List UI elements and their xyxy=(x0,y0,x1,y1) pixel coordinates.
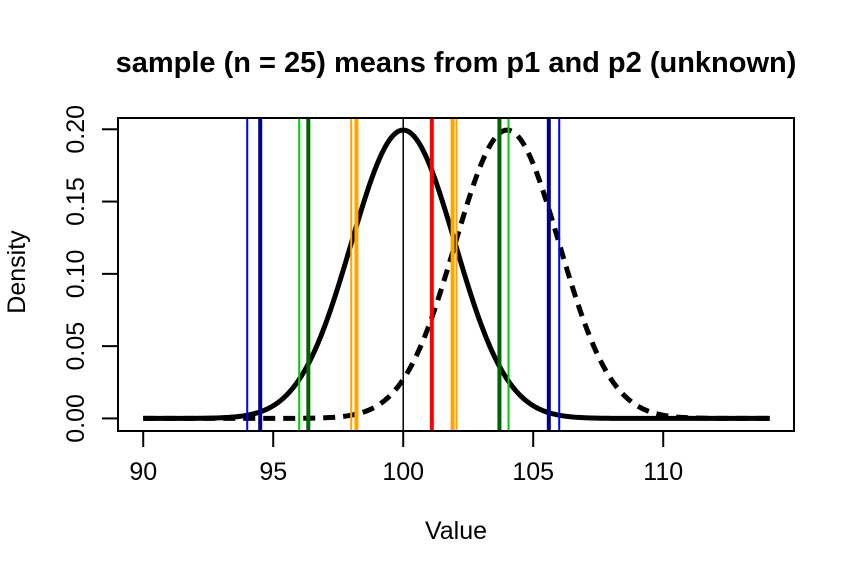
y-tick-label-0.20: 0.20 xyxy=(62,105,90,154)
y-tick-label-0.10: 0.10 xyxy=(62,250,90,299)
y-tick-label-0.05: 0.05 xyxy=(62,322,90,371)
x-axis-label: Value xyxy=(425,517,487,545)
x-tick-label-95: 95 xyxy=(259,458,287,486)
y-axis: 0.00 0.05 0.10 0.15 0.20 xyxy=(62,105,118,443)
vertical-lines-layer xyxy=(246,118,561,431)
x-tick-label-105: 105 xyxy=(512,458,554,486)
x-axis: 90 95 100 105 110 xyxy=(129,431,683,486)
y-tick-label-0.15: 0.15 xyxy=(62,177,90,226)
y-tick-label-0.00: 0.00 xyxy=(62,394,90,443)
x-tick-label-90: 90 xyxy=(129,458,157,486)
y-axis-label: Density xyxy=(3,230,31,314)
x-tick-label-100: 100 xyxy=(382,458,424,486)
x-tick-label-110: 110 xyxy=(643,458,683,486)
chart-title: sample (n = 25) means from p1 and p2 (un… xyxy=(116,47,797,79)
